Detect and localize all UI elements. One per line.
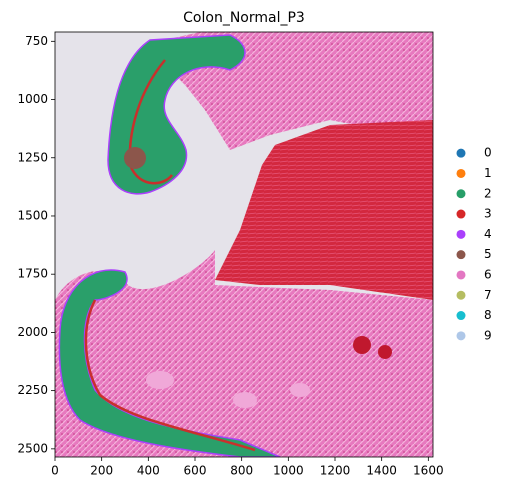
legend-label: 3 [484, 207, 492, 221]
x-tick-label: 400 [137, 464, 160, 478]
legend-label: 1 [484, 166, 492, 180]
x-tick-label: 1400 [366, 464, 397, 478]
y-tick-label: 2500 [17, 441, 48, 455]
y-tick-label: 1500 [17, 208, 48, 222]
legend-marker [456, 148, 466, 158]
x-tick-label: 600 [184, 464, 207, 478]
axes-frame [54, 31, 434, 458]
chart-title: Colon_Normal_P3 [183, 10, 305, 26]
x-tick-label: 1600 [413, 464, 444, 478]
legend-marker [456, 311, 466, 321]
x-tick-label: 0 [51, 464, 59, 478]
legend-marker [456, 229, 466, 239]
legend-label: 2 [484, 186, 492, 200]
x-tick-label: 800 [230, 464, 253, 478]
y-tick-label: 2250 [17, 383, 48, 397]
legend-label: 0 [484, 146, 492, 160]
y-tick-label: 1000 [17, 92, 48, 106]
y-tick-label: 1250 [17, 150, 48, 164]
legend-label: 7 [484, 288, 492, 302]
legend-marker [456, 209, 466, 219]
legend-marker [456, 250, 466, 260]
legend-label: 6 [484, 267, 492, 281]
x-tick-label: 1200 [320, 464, 351, 478]
legend-marker [456, 331, 466, 341]
legend-marker [456, 270, 466, 280]
y-tick-label: 1750 [17, 267, 48, 281]
y-tick-label: 750 [25, 34, 48, 48]
legend-label: 4 [484, 227, 492, 241]
x-tick-label: 1000 [273, 464, 304, 478]
legend-marker [456, 168, 466, 178]
y-tick-label: 2000 [17, 325, 48, 339]
legend-label: 5 [484, 247, 492, 261]
legend-label: 8 [484, 308, 492, 322]
legend-marker [456, 290, 466, 300]
x-tick-label: 200 [90, 464, 113, 478]
legend-marker [456, 189, 466, 199]
legend-label: 9 [484, 328, 492, 342]
tissue-image [55, 32, 433, 457]
